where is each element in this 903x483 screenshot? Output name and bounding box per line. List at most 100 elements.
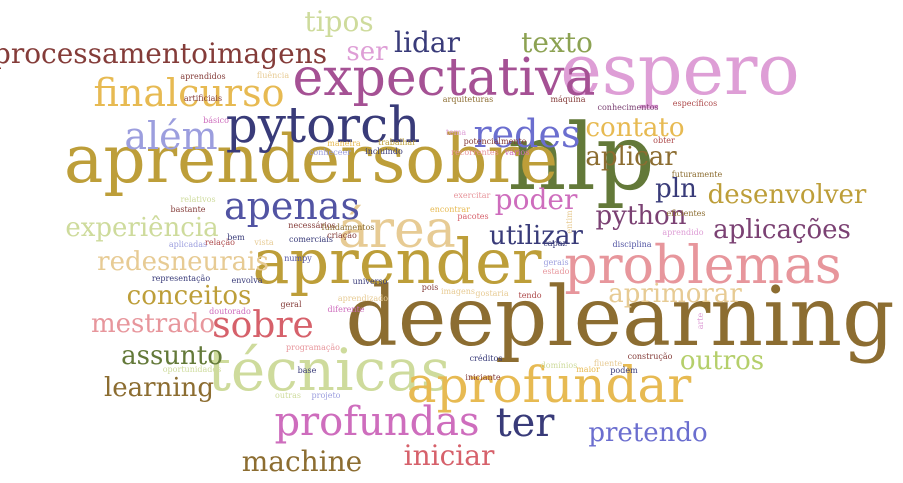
word: obter xyxy=(653,136,675,145)
word: relação xyxy=(205,238,235,247)
word: tendo xyxy=(518,291,542,300)
word: python xyxy=(595,201,687,231)
word: capaz xyxy=(543,239,567,248)
word: iniciante xyxy=(465,373,501,382)
word: técnicas xyxy=(207,336,451,404)
word: eficientes xyxy=(666,209,706,218)
word: aplicadas xyxy=(168,240,208,249)
word: aprendidos xyxy=(180,72,226,81)
word: pois xyxy=(421,283,439,292)
word: desenvolver xyxy=(707,180,867,210)
word: base xyxy=(297,366,317,375)
word: contato xyxy=(585,113,685,143)
word: pretendo xyxy=(588,418,708,448)
word: necessários xyxy=(288,221,336,230)
word: créditos xyxy=(469,354,503,363)
word: comerciais xyxy=(289,235,333,244)
word: recorrentes xyxy=(451,148,499,157)
word: arquiteturas xyxy=(442,95,494,104)
word: aprendizado xyxy=(337,294,389,303)
word: aprendersobre xyxy=(63,121,559,198)
word: redesneurais xyxy=(97,247,269,277)
word: diferente xyxy=(327,305,365,314)
word: espero xyxy=(560,29,800,111)
word: doutorado xyxy=(209,307,251,316)
word: conheceer xyxy=(308,148,352,157)
word: bastante xyxy=(170,205,206,214)
word: imagens xyxy=(440,287,476,296)
word: conceitos xyxy=(126,281,252,311)
word: além xyxy=(124,114,218,158)
word: universo xyxy=(352,277,388,286)
word: específicos xyxy=(672,99,718,108)
word: oportunidades xyxy=(162,365,222,374)
word: fluência xyxy=(256,71,290,80)
word: apenas xyxy=(223,184,361,228)
word: representação xyxy=(151,274,211,283)
word: vários xyxy=(504,148,530,157)
word: programação xyxy=(286,343,340,352)
word: área xyxy=(338,200,456,260)
word: pytorch xyxy=(225,96,421,154)
word: projeto xyxy=(311,391,341,400)
word: aprimorar xyxy=(608,279,742,309)
word: gostaria xyxy=(475,289,509,298)
word: maneira xyxy=(327,139,361,148)
word: finalcurso xyxy=(93,71,285,115)
word: sobre xyxy=(212,305,314,346)
word: machine xyxy=(241,445,363,478)
word: experiência xyxy=(65,213,219,243)
word: processamentoimagens xyxy=(0,37,328,70)
word: outros xyxy=(679,346,765,376)
word: fundamentos xyxy=(321,223,375,232)
word: lidar xyxy=(394,26,460,59)
word: nlp xyxy=(507,104,655,211)
word: tema xyxy=(445,128,467,137)
word: futuramente xyxy=(671,170,723,179)
word: estado xyxy=(542,267,570,276)
word: envolva xyxy=(231,276,263,285)
word: profundas xyxy=(274,399,480,445)
word: mestrado xyxy=(90,309,216,339)
word: aplicar xyxy=(585,142,677,172)
word: podem xyxy=(610,366,638,375)
word: máquina xyxy=(550,95,586,104)
word: incluindo xyxy=(365,147,403,156)
word: aprofundar xyxy=(406,356,692,414)
word: outras xyxy=(275,391,301,400)
word: trabalhar xyxy=(377,138,417,147)
word: básico xyxy=(203,116,229,125)
word: domínios xyxy=(540,361,578,370)
word: potencialmente xyxy=(463,137,527,146)
word: fluente xyxy=(593,359,623,368)
word: ter xyxy=(495,400,555,446)
word: artificiais xyxy=(183,94,223,103)
word: conhecimentos xyxy=(597,103,659,112)
word: poder xyxy=(494,183,578,216)
word: ser xyxy=(346,37,388,67)
word: pacotes xyxy=(457,212,489,221)
word: arte xyxy=(696,312,705,330)
word: bem xyxy=(227,233,245,242)
word: aplicações xyxy=(713,215,851,245)
word: encontrar xyxy=(430,205,470,214)
word: expectativa xyxy=(292,48,596,108)
word: construção xyxy=(627,352,673,361)
word: learning xyxy=(103,373,215,403)
word: aprendido xyxy=(662,228,704,237)
word: tipos xyxy=(304,5,374,38)
word: problemas xyxy=(564,236,842,296)
word: entim xyxy=(565,210,574,234)
word: relativos xyxy=(180,195,216,204)
word: iniciar xyxy=(403,439,495,472)
word: geral xyxy=(280,300,302,309)
word: numpy xyxy=(284,254,312,263)
word: deeplearning xyxy=(345,270,895,365)
word: vista xyxy=(254,238,274,247)
word: redes xyxy=(473,112,581,156)
word: assunto xyxy=(121,341,223,371)
word: aprender xyxy=(252,225,542,298)
word: pln xyxy=(655,174,697,204)
word: exercitar xyxy=(453,191,491,200)
